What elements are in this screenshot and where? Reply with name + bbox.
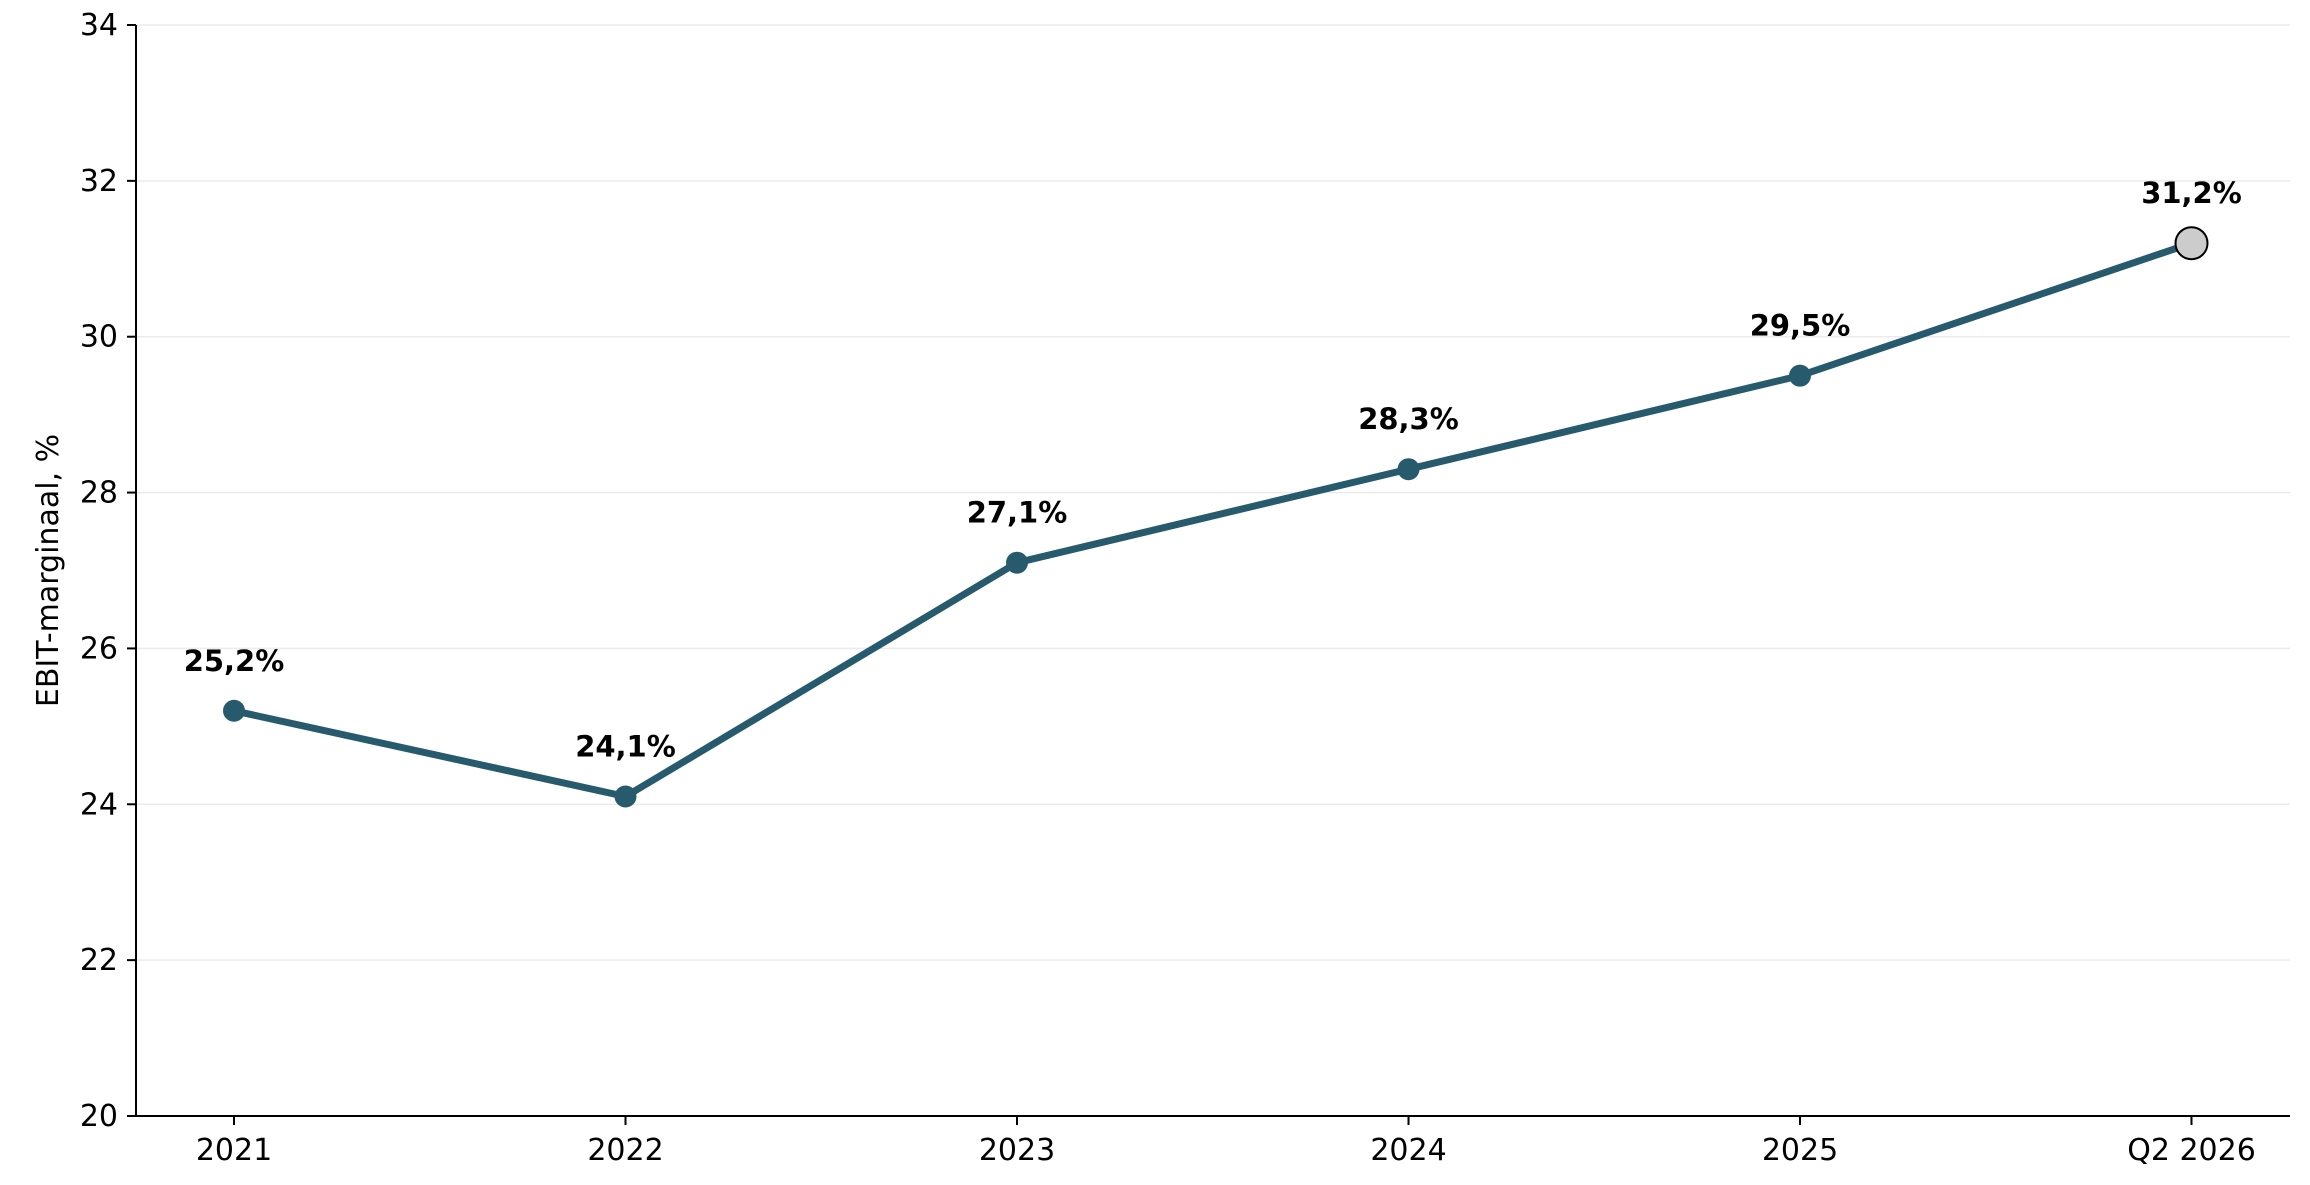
y-tick-label-32: 32 <box>80 164 118 199</box>
x-tick-label-2: 2023 <box>979 1133 1055 1168</box>
x-axis-ticks: 2021 2022 2023 2024 2025 Q2 2026 <box>196 1116 2256 1168</box>
series-line-path <box>230 239 2195 800</box>
x-tick-label-4: 2025 <box>1762 1133 1838 1168</box>
data-point-highlight-5 <box>2174 226 2209 261</box>
y-axis-ticks: 20 22 24 26 28 30 32 34 <box>80 8 136 1134</box>
y-axis-title: EBIT-marginaal, % <box>31 434 66 707</box>
data-labels: 25,2% 24,1% 27,1% 28,3% 29,5% 31,2% <box>184 176 2242 763</box>
x-tick-label-0: 2021 <box>196 1133 272 1168</box>
axes <box>135 25 2290 1117</box>
data-label-0: 25,2% <box>184 644 285 678</box>
data-point-3 <box>1397 458 1420 481</box>
x-tick-label-3: 2024 <box>1370 1133 1446 1168</box>
data-point-1 <box>614 785 637 808</box>
y-tick-label-24: 24 <box>80 787 118 822</box>
data-points <box>223 226 2209 808</box>
y-tick-label-28: 28 <box>80 476 118 511</box>
data-label-2: 27,1% <box>967 496 1068 530</box>
y-tick-label-20: 20 <box>80 1099 118 1134</box>
data-label-4: 29,5% <box>1750 309 1851 343</box>
gridlines <box>136 24 2290 961</box>
data-point-2 <box>1006 551 1028 574</box>
x-tick-label-1: 2022 <box>587 1133 663 1168</box>
data-point-0 <box>223 699 245 722</box>
y-tick-label-26: 26 <box>80 631 118 666</box>
data-point-4 <box>1789 364 1811 387</box>
data-label-5: 31,2% <box>2141 176 2242 210</box>
series-line <box>230 239 2195 800</box>
x-tick-label-5: Q2 2026 <box>2127 1133 2256 1168</box>
data-label-1: 24,1% <box>575 729 676 763</box>
y-tick-label-30: 30 <box>80 320 118 355</box>
y-tick-label-34: 34 <box>80 8 118 43</box>
y-tick-label-22: 22 <box>80 943 118 978</box>
data-label-3: 28,3% <box>1358 402 1459 436</box>
